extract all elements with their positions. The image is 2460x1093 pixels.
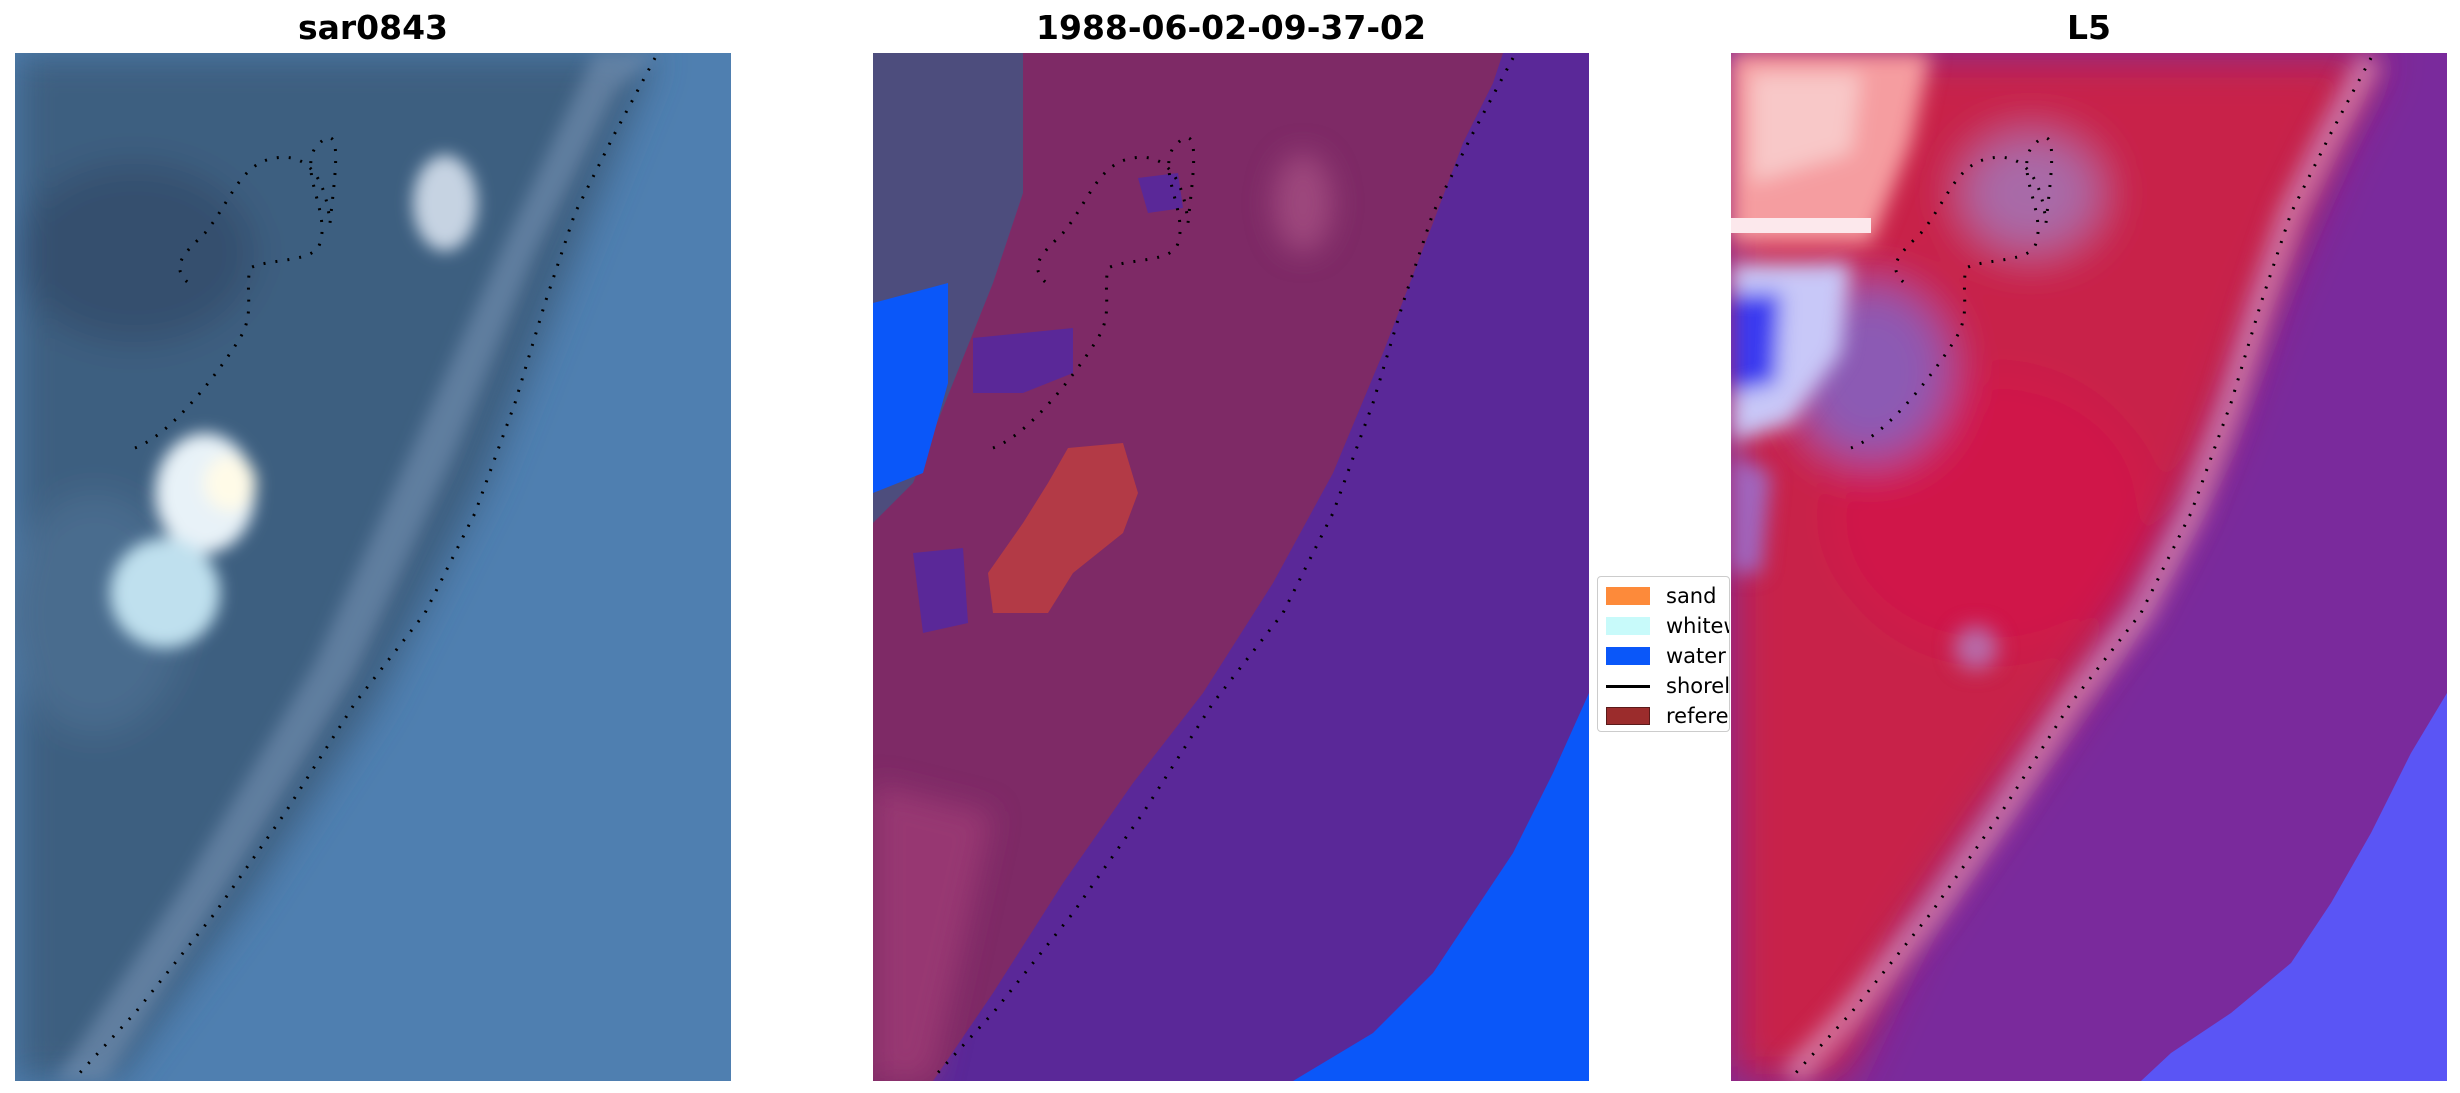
legend-label-sand: sand bbox=[1666, 584, 1717, 608]
legend-swatch-sand bbox=[1606, 587, 1650, 605]
legend-swatch-reference bbox=[1606, 707, 1650, 725]
legend-swatch-whitewater bbox=[1606, 617, 1650, 635]
panel-title-date: 1988-06-02-09-37-02 bbox=[1036, 8, 1426, 47]
land-class bbox=[873, 53, 1503, 1081]
l5-panel bbox=[1731, 53, 2447, 1081]
panel-title-sar: sar0843 bbox=[297, 8, 449, 47]
panel-title-l5: L5 bbox=[2067, 8, 2111, 47]
legend-item-sand: sand bbox=[1606, 583, 1716, 609]
classification-image bbox=[873, 53, 1589, 1081]
legend-label-shoreline: shoreline bbox=[1666, 674, 1730, 698]
legend-item-water: water bbox=[1606, 643, 1726, 669]
legend-item-shoreline: shoreline bbox=[1606, 673, 1730, 699]
legend-item-reference: reference bbox=[1606, 703, 1729, 729]
classification-panel bbox=[873, 53, 1589, 1081]
rgb-image-panel bbox=[15, 53, 731, 1081]
legend-swatch-water bbox=[1606, 647, 1650, 665]
legend-line-shoreline bbox=[1606, 684, 1650, 688]
l5-image bbox=[1731, 53, 2447, 1081]
reference-patch bbox=[988, 443, 1138, 613]
l5-blue-region bbox=[2141, 693, 2447, 1081]
legend-label-water: water bbox=[1666, 644, 1726, 668]
water-class bbox=[1293, 693, 1589, 1081]
legend-label-reference: reference bbox=[1666, 704, 1729, 728]
water-patch bbox=[873, 283, 948, 493]
rgb-image bbox=[15, 53, 731, 1081]
